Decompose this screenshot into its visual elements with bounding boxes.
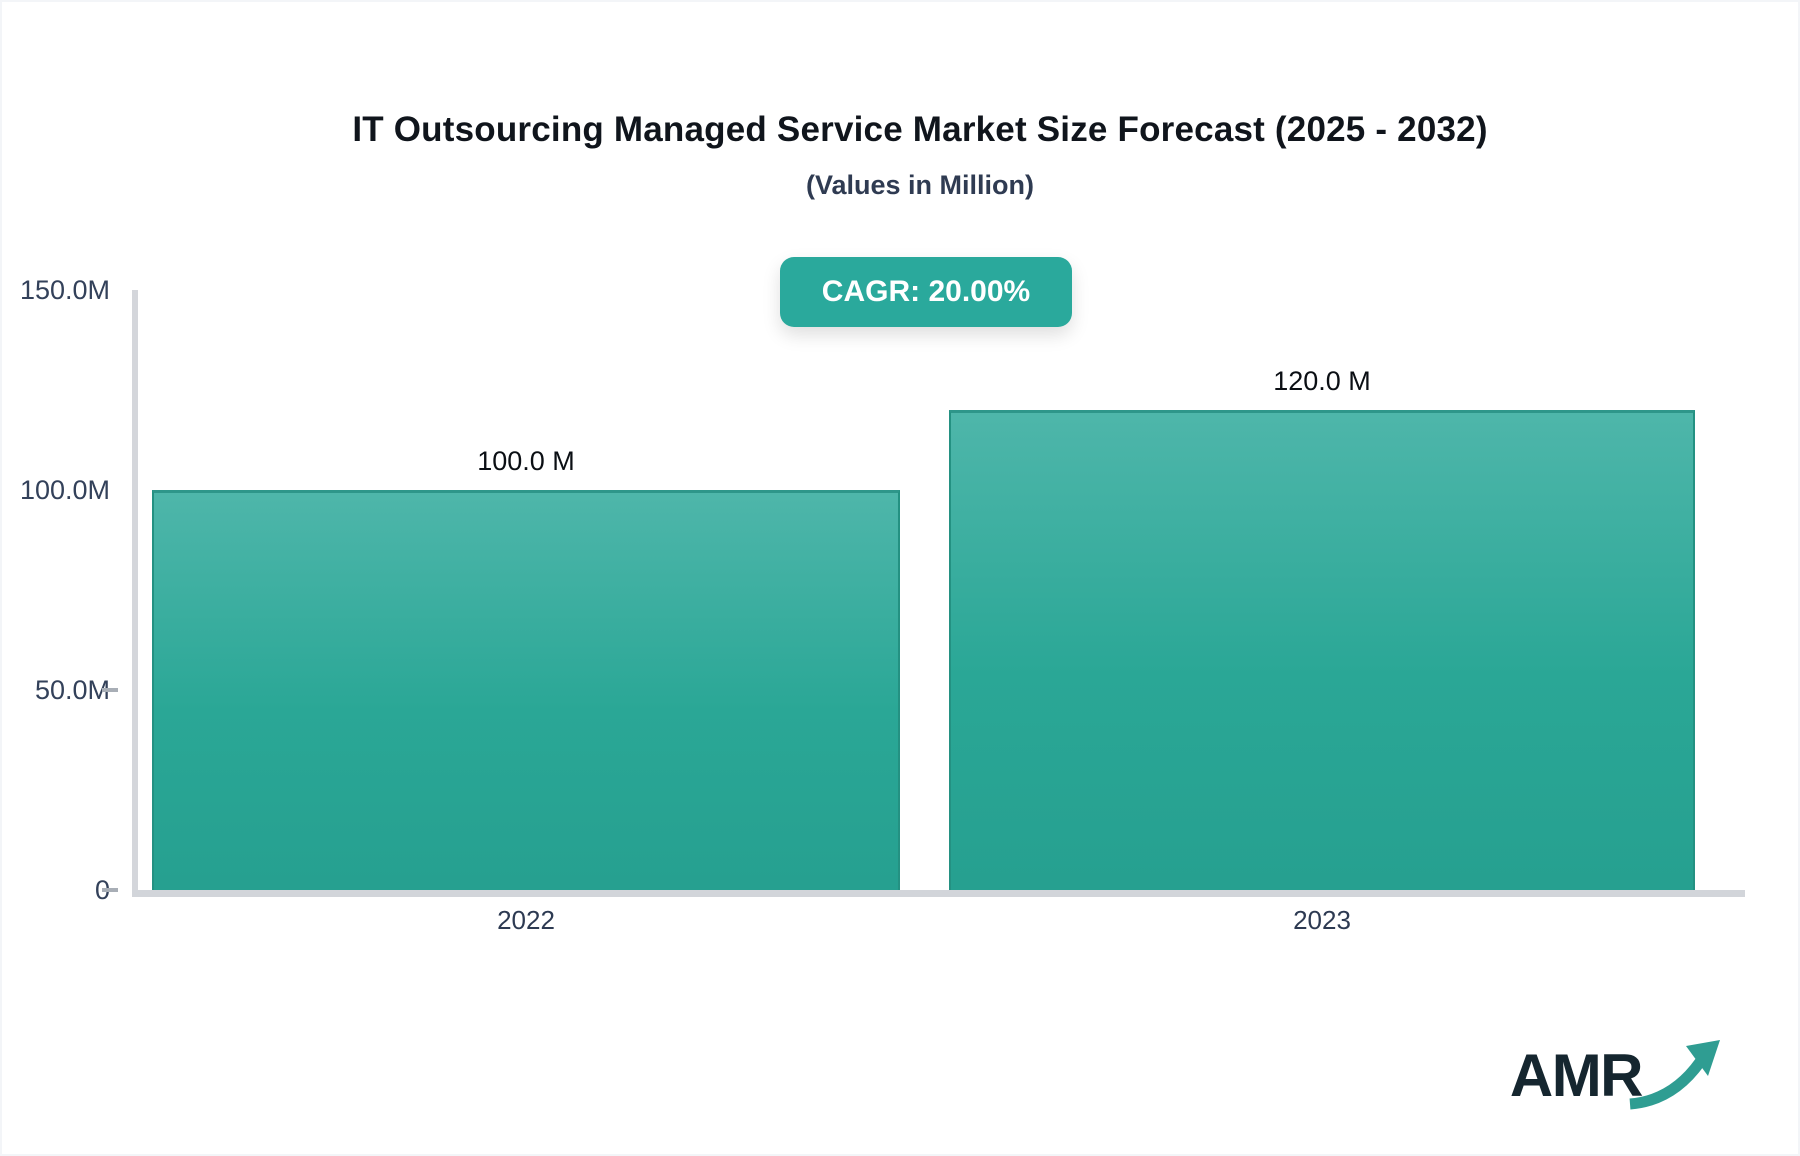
amr-logo-text: AMR [1509,1042,1644,1109]
bar-value-label-2023: 120.0 M [1273,366,1371,396]
y-axis-line [132,290,138,894]
bar-2023[interactable] [949,410,1695,890]
y-tick-label-150m: 150.0M [19,275,110,305]
x-axis-label-2022: 2022 [497,905,555,935]
growth-arrow-icon [1629,1039,1720,1109]
x-axis-line [132,890,1745,897]
y-tick-label-100m: 100.0M [19,475,110,505]
cagr-badge-label: CAGR: 20.00% [821,275,1031,308]
y-tick-label-50m: 50.0M [34,675,110,705]
cagr-badge: CAGR: 20.00% [780,257,1072,327]
chart-title: IT Outsourcing Managed Service Market Si… [352,110,1488,149]
bar-2022[interactable] [152,490,900,890]
bar-value-label-2022: 100.0 M [477,446,575,476]
y-tick-label-0: 0 [2,873,110,907]
amr-logo: AMR [1509,1039,1720,1110]
x-axis-label-2023: 2023 [1293,905,1351,935]
chart-subtitle: (Values in Million) [805,170,1035,200]
y-tick-mark [102,888,118,892]
y-tick-mark [102,688,118,692]
